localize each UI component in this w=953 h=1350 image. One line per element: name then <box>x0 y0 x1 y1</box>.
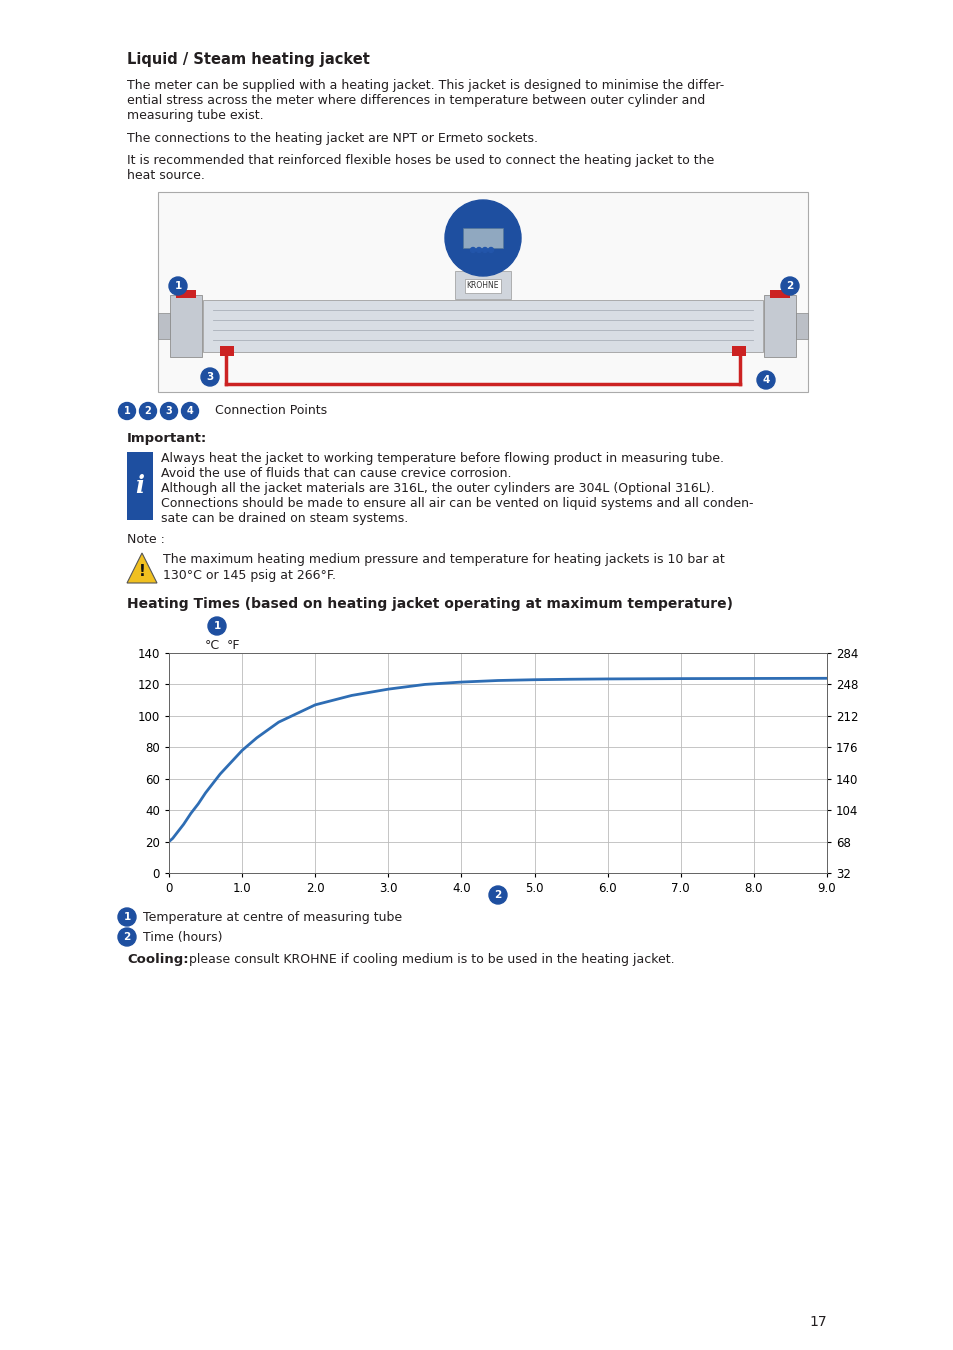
FancyBboxPatch shape <box>455 271 511 298</box>
Text: Important:: Important: <box>127 432 207 446</box>
Text: 1: 1 <box>174 281 181 292</box>
Text: 3: 3 <box>206 373 213 382</box>
Text: Although all the jacket materials are 316L, the outer cylinders are 304L (Option: Although all the jacket materials are 31… <box>161 482 714 495</box>
Text: The connections to the heating jacket are NPT or Ermeto sockets.: The connections to the heating jacket ar… <box>127 132 537 144</box>
Text: heat source.: heat source. <box>127 169 205 182</box>
Text: please consult KROHNE if cooling medium is to be used in the heating jacket.: please consult KROHNE if cooling medium … <box>185 953 674 967</box>
Bar <box>158 313 170 339</box>
Text: Note :: Note : <box>127 533 165 545</box>
Circle shape <box>118 927 136 946</box>
Text: °C: °C <box>205 639 220 652</box>
Text: i: i <box>135 474 144 498</box>
Bar <box>769 290 789 298</box>
Text: 3: 3 <box>166 406 172 416</box>
FancyBboxPatch shape <box>203 300 762 352</box>
FancyBboxPatch shape <box>170 296 202 356</box>
Text: ential stress across the meter where differences in temperature between outer cy: ential stress across the meter where dif… <box>127 95 704 107</box>
Text: KROHNE: KROHNE <box>466 282 498 290</box>
Circle shape <box>482 247 487 252</box>
Text: 130°C or 145 psig at 266°F.: 130°C or 145 psig at 266°F. <box>163 568 335 582</box>
Circle shape <box>181 402 198 420</box>
Circle shape <box>781 277 799 296</box>
Bar <box>158 192 807 392</box>
Text: 2: 2 <box>145 406 152 416</box>
Circle shape <box>208 617 226 634</box>
Text: The meter can be supplied with a heating jacket. This jacket is designed to mini: The meter can be supplied with a heating… <box>127 80 723 92</box>
Circle shape <box>444 200 520 275</box>
Circle shape <box>169 277 187 296</box>
Bar <box>175 290 195 298</box>
Text: 2: 2 <box>785 281 793 292</box>
Text: Time (hours): Time (hours) <box>143 930 222 944</box>
Text: 4: 4 <box>761 375 769 385</box>
Text: Temperature at centre of measuring tube: Temperature at centre of measuring tube <box>143 910 402 923</box>
Circle shape <box>488 247 493 252</box>
Text: 2: 2 <box>494 890 501 900</box>
Bar <box>127 452 152 520</box>
Text: It is recommended that reinforced flexible hoses be used to connect the heating : It is recommended that reinforced flexib… <box>127 154 714 167</box>
Text: 17: 17 <box>808 1315 826 1328</box>
Text: sate can be drained on steam systems.: sate can be drained on steam systems. <box>161 512 408 525</box>
Text: 1: 1 <box>123 913 131 922</box>
Text: Liquid / Steam heating jacket: Liquid / Steam heating jacket <box>127 53 370 68</box>
Circle shape <box>757 371 774 389</box>
Text: Cooling:: Cooling: <box>127 953 189 967</box>
Text: Connections should be made to ensure all air can be vented on liquid systems and: Connections should be made to ensure all… <box>161 497 753 510</box>
Text: Avoid the use of fluids that can cause crevice corrosion.: Avoid the use of fluids that can cause c… <box>161 467 511 481</box>
Circle shape <box>160 402 177 420</box>
Circle shape <box>476 247 481 252</box>
Circle shape <box>118 909 136 926</box>
Text: !: ! <box>138 564 145 579</box>
Bar <box>795 313 807 339</box>
Text: °F: °F <box>227 639 240 652</box>
Text: measuring tube exist.: measuring tube exist. <box>127 109 263 122</box>
Text: 1: 1 <box>124 406 131 416</box>
Circle shape <box>201 369 219 386</box>
Text: Always heat the jacket to working temperature before flowing product in measurin: Always heat the jacket to working temper… <box>161 452 723 464</box>
Bar <box>220 346 233 356</box>
Polygon shape <box>127 554 157 583</box>
Text: 2: 2 <box>123 931 131 942</box>
Circle shape <box>139 402 156 420</box>
Bar <box>731 346 745 356</box>
Circle shape <box>470 247 475 252</box>
Circle shape <box>489 886 506 904</box>
Text: 1: 1 <box>213 621 220 630</box>
Circle shape <box>118 402 135 420</box>
Text: Heating Times (based on heating jacket operating at maximum temperature): Heating Times (based on heating jacket o… <box>127 597 732 612</box>
Text: 4: 4 <box>187 406 193 416</box>
Text: Connection Points: Connection Points <box>214 405 327 417</box>
FancyBboxPatch shape <box>763 296 795 356</box>
FancyBboxPatch shape <box>462 228 502 248</box>
Text: The maximum heating medium pressure and temperature for heating jackets is 10 ba: The maximum heating medium pressure and … <box>163 554 724 566</box>
